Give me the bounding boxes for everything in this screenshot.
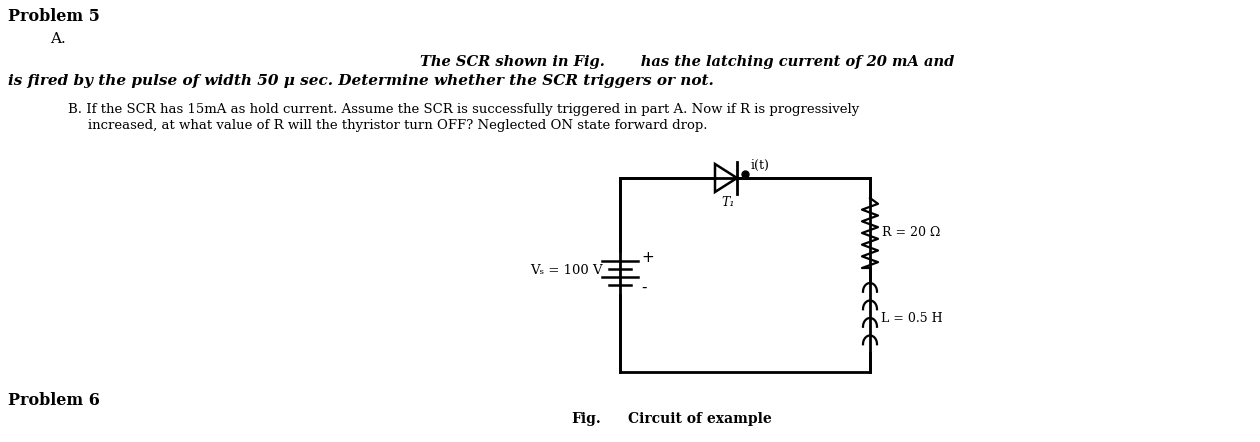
Text: R = 20 Ω: R = 20 Ω	[882, 226, 940, 240]
Text: i(t): i(t)	[751, 159, 770, 172]
Text: Fig.: Fig.	[571, 412, 601, 426]
Text: The SCR shown in Fig.       has the latching current of 20 mA and: The SCR shown in Fig. has the latching c…	[420, 55, 954, 69]
Text: Circuit of example: Circuit of example	[627, 412, 771, 426]
Bar	[620, 178, 869, 372]
Text: Vₛ = 100 V: Vₛ = 100 V	[530, 264, 602, 278]
Text: A.: A.	[50, 32, 66, 46]
Text: is fired by the pulse of width 50 μ sec. Determine whether the SCR triggers or n: is fired by the pulse of width 50 μ sec.…	[8, 74, 713, 88]
Text: L = 0.5 H: L = 0.5 H	[881, 312, 942, 324]
Text: T₁: T₁	[721, 196, 735, 209]
Text: Problem 6: Problem 6	[8, 392, 100, 409]
Text: Problem 5: Problem 5	[8, 8, 100, 25]
Text: increased, at what value of R will the thyristor turn OFF? Neglected ON state fo: increased, at what value of R will the t…	[88, 119, 708, 132]
Text: +: +	[641, 249, 654, 264]
Text: -: -	[641, 279, 646, 294]
Text: B. If the SCR has 15mA as hold current. Assume the SCR is successfully triggered: B. If the SCR has 15mA as hold current. …	[68, 103, 859, 116]
